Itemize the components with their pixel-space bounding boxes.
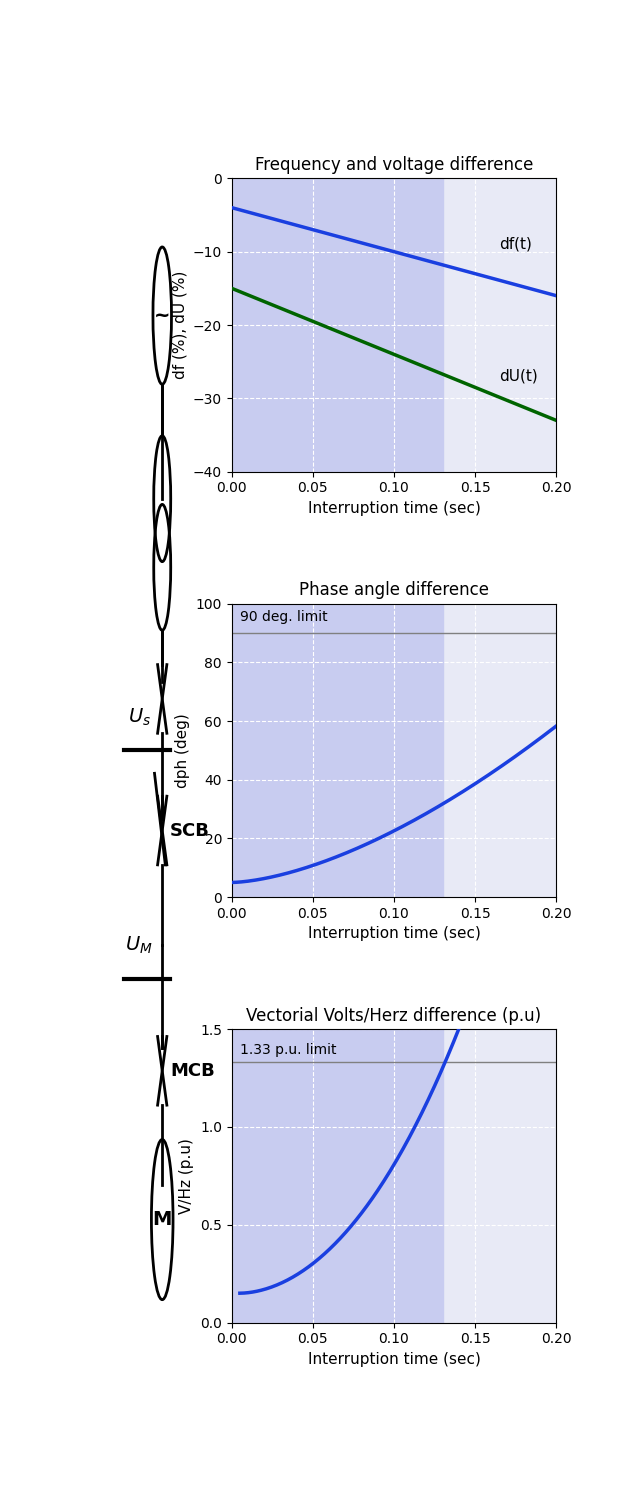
Text: ~: ~ (154, 306, 171, 325)
Bar (232, 178, 442, 471)
Text: M: M (153, 1210, 172, 1229)
X-axis label: Interruption time (sec): Interruption time (sec) (308, 501, 480, 516)
Bar (232, 1030, 442, 1323)
X-axis label: Interruption time (sec): Interruption time (sec) (308, 1352, 480, 1367)
Title: Frequency and voltage difference: Frequency and voltage difference (255, 156, 533, 174)
Title: Phase angle difference: Phase angle difference (299, 581, 489, 599)
Text: 90 deg. limit: 90 deg. limit (240, 611, 328, 624)
Text: $U_M$: $U_M$ (125, 935, 153, 957)
Text: MCB: MCB (170, 1062, 214, 1080)
Y-axis label: dph (deg): dph (deg) (175, 713, 190, 788)
Text: SCB: SCB (170, 822, 210, 840)
Text: 1.33 p.u. limit: 1.33 p.u. limit (240, 1043, 336, 1057)
Text: dU(t): dU(t) (499, 369, 538, 383)
Title: Vectorial Volts/Herz difference (p.u): Vectorial Volts/Herz difference (p.u) (247, 1008, 541, 1025)
Y-axis label: V/Hz (p.u): V/Hz (p.u) (179, 1138, 195, 1214)
Text: df(t): df(t) (499, 236, 532, 251)
Y-axis label: df (%), dU (%): df (%), dU (%) (172, 270, 187, 379)
Text: $U_s$: $U_s$ (127, 706, 151, 728)
X-axis label: Interruption time (sec): Interruption time (sec) (308, 926, 480, 942)
Bar (232, 603, 442, 898)
